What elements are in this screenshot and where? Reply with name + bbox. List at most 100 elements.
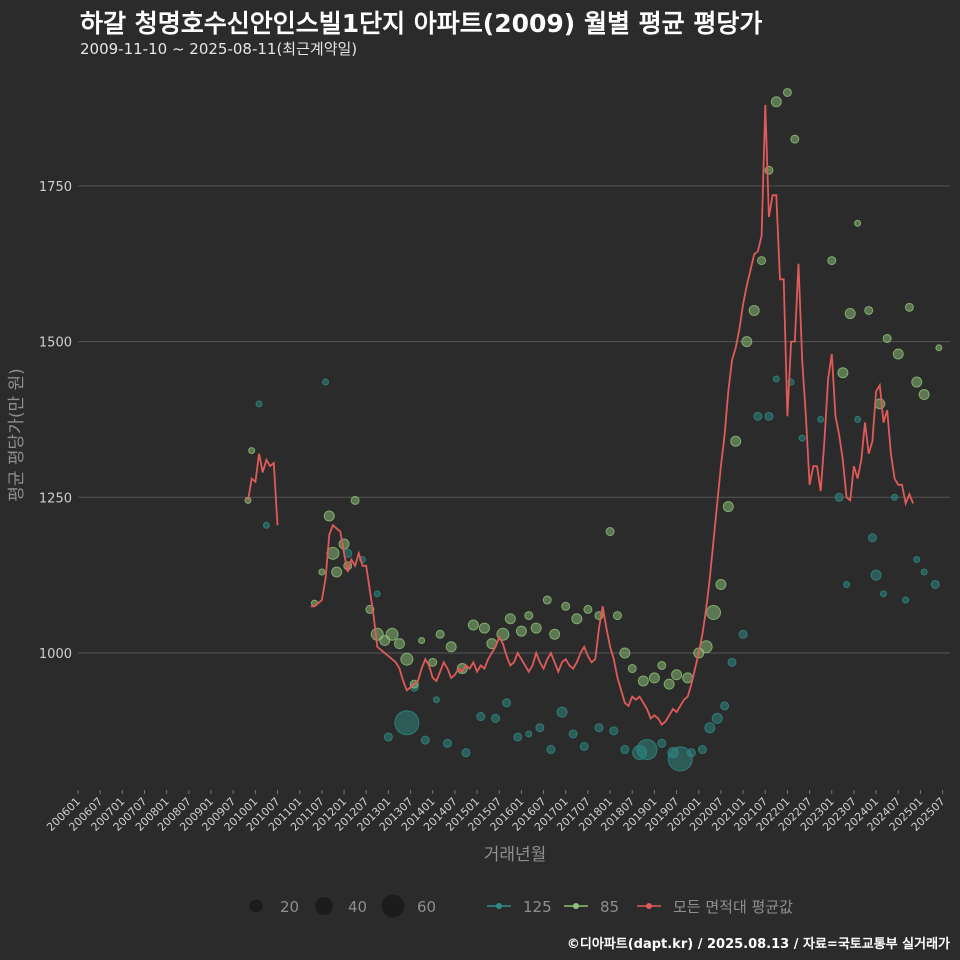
- point-s125: [322, 378, 330, 386]
- point-s85: [918, 389, 930, 401]
- point-s85: [764, 165, 774, 175]
- source-credit: ©디아파트(dapt.kr) / 2025.08.13 / 자료=국토교통부 실…: [566, 937, 950, 952]
- point-s85: [549, 628, 561, 640]
- point-s125: [556, 706, 568, 718]
- point-s85: [478, 622, 490, 634]
- point-s85: [515, 625, 527, 637]
- average-price-line: [247, 104, 914, 726]
- point-s125: [720, 701, 730, 711]
- size-legend-label: 40: [348, 898, 367, 916]
- point-s125: [394, 710, 420, 736]
- point-s125: [525, 730, 533, 738]
- point-s85: [467, 619, 479, 631]
- point-s125: [568, 729, 578, 739]
- y-tick-labels: 1000 1250 1500 1750: [39, 180, 72, 662]
- y-tick-label: 1000: [39, 647, 72, 662]
- point-s125: [843, 580, 851, 588]
- size-legend-dot: [315, 897, 333, 915]
- point-s85: [612, 611, 622, 621]
- point-s125: [383, 732, 393, 742]
- point-s85: [385, 627, 399, 641]
- point-s85: [715, 578, 727, 590]
- point-s125: [798, 434, 806, 442]
- point-s85: [730, 435, 742, 447]
- point-s125: [727, 657, 737, 667]
- point-s125: [920, 568, 928, 576]
- point-s85: [663, 678, 675, 690]
- point-s125: [657, 738, 667, 748]
- point-s125: [870, 569, 882, 581]
- point-s85: [561, 601, 571, 611]
- point-s85: [637, 675, 649, 687]
- point-s125: [255, 400, 263, 408]
- point-s85: [605, 527, 615, 537]
- size-legend-label: 60: [417, 898, 436, 916]
- point-s85: [418, 637, 426, 645]
- point-s125: [930, 579, 940, 589]
- point-s125: [594, 723, 604, 733]
- point-s85: [782, 87, 792, 97]
- point-s85: [619, 647, 631, 659]
- y-axis-title: 평균 평당가(만 원): [7, 368, 27, 502]
- point-s125: [738, 629, 748, 639]
- point-s85: [844, 308, 856, 320]
- point-s85: [671, 669, 683, 681]
- point-s85: [318, 568, 326, 576]
- point-s125: [373, 590, 381, 598]
- point-s85: [248, 447, 256, 455]
- legend-label: 모든 면적대 평균값: [673, 898, 793, 916]
- point-s85: [790, 134, 800, 144]
- point-s85: [892, 348, 904, 360]
- point-s85: [648, 672, 660, 684]
- point-s125: [579, 741, 589, 751]
- point-s85: [350, 495, 360, 505]
- point-s85: [435, 629, 445, 639]
- point-s85: [854, 219, 862, 227]
- point-s85: [827, 256, 837, 266]
- point-s125: [461, 748, 471, 758]
- point-s125: [502, 698, 512, 708]
- point-s85: [331, 566, 343, 578]
- point-s125: [420, 735, 430, 745]
- legend-swatch-dot: [496, 903, 502, 909]
- point-s125: [711, 712, 723, 724]
- size-legend-dot: [381, 894, 405, 918]
- point-s85: [627, 664, 637, 674]
- point-s85: [935, 344, 943, 352]
- point-s125: [879, 590, 887, 598]
- point-s85: [583, 604, 593, 614]
- y-tick-label: 1500: [39, 336, 72, 351]
- point-s125: [432, 696, 440, 704]
- point-s125: [262, 521, 270, 529]
- point-s125: [491, 713, 501, 723]
- point-s125: [667, 746, 693, 772]
- point-s125: [535, 723, 545, 733]
- point-s85: [571, 613, 583, 625]
- point-s125: [513, 732, 523, 742]
- point-s125: [442, 738, 452, 748]
- point-s85: [837, 367, 849, 379]
- point-s85: [748, 304, 760, 316]
- point-s125: [891, 493, 899, 501]
- size-legend-dot: [249, 899, 263, 913]
- point-s125: [764, 411, 774, 421]
- point-s85: [757, 256, 767, 266]
- point-s125: [609, 726, 619, 736]
- legend: 20 40 60 125 85 모든 면적대 평균값: [249, 894, 793, 918]
- legend-swatch-dot: [646, 903, 652, 909]
- point-s85: [542, 595, 552, 605]
- series-85-points: [244, 87, 943, 690]
- x-tick-labels: 2006012006072007012007072008012008072009…: [44, 790, 948, 834]
- point-s85: [904, 302, 914, 312]
- legend-swatch-dot: [573, 903, 579, 909]
- point-s125: [620, 745, 630, 755]
- point-s85: [323, 510, 335, 522]
- point-s125: [636, 739, 658, 761]
- point-s125: [704, 722, 716, 734]
- point-s85: [882, 333, 892, 343]
- y-tick-label: 1750: [39, 180, 72, 195]
- point-s85: [741, 336, 753, 348]
- point-s85: [530, 622, 542, 634]
- point-s125: [753, 411, 763, 421]
